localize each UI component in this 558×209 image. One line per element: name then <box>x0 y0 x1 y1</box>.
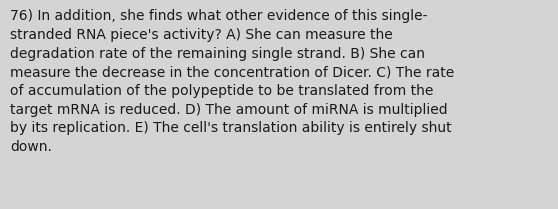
Text: 76) In addition, she finds what other evidence of this single-
stranded RNA piec: 76) In addition, she finds what other ev… <box>10 9 454 154</box>
